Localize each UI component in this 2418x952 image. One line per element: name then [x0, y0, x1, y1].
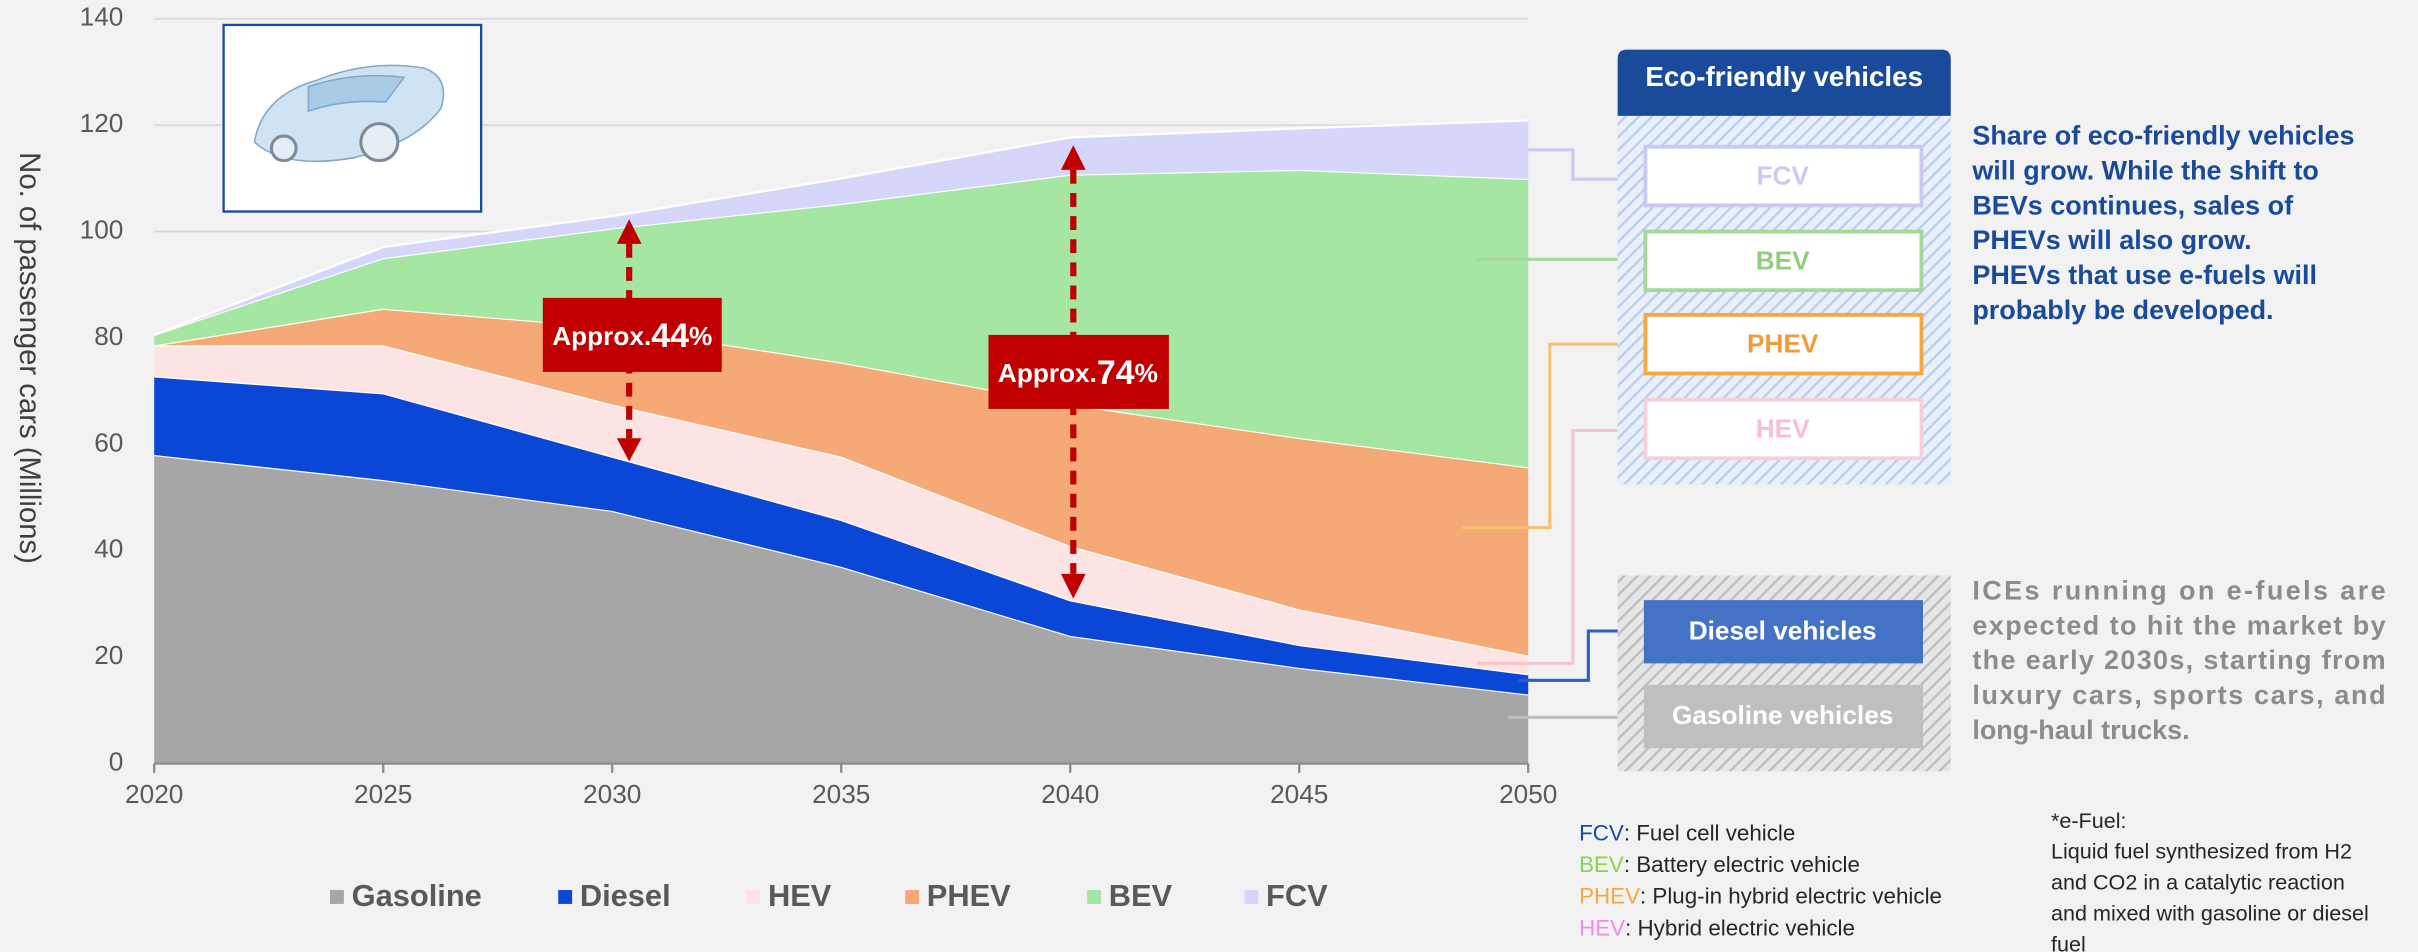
- legend-box-label: FCV: [1756, 161, 1809, 191]
- legend-swatch: [1087, 890, 1102, 904]
- ice-note: expected to hit the market by: [1972, 610, 2385, 640]
- footnote: and CO2 in a catalytic reaction: [2051, 870, 2345, 895]
- legend-box-label: HEV: [1756, 413, 1810, 443]
- y-tick-label: 60: [94, 427, 123, 457]
- y-tick-label: 40: [94, 534, 123, 564]
- annotation: Approx.44%: [552, 317, 712, 355]
- x-tick-label: 2035: [812, 779, 870, 809]
- eco-note: will grow. While the shift to: [1971, 155, 2319, 185]
- legend-label: Diesel: [580, 878, 671, 913]
- legend-box: [1643, 684, 1923, 749]
- ice-note: the early 2030s, starting from: [1972, 645, 2385, 675]
- legend-label: PHEV: [927, 878, 1011, 913]
- definition-text: : Fuel cell vehicle: [1624, 820, 1796, 845]
- legend-box: [1643, 397, 1924, 461]
- annotation-number: 44: [651, 317, 689, 355]
- x-tick-label: 2025: [354, 779, 412, 809]
- legend-swatch: [1244, 890, 1259, 904]
- x-tick-label: 2040: [1041, 779, 1099, 809]
- y-tick-label: 20: [94, 640, 123, 670]
- annotation-number: 74: [1097, 354, 1135, 392]
- x-tick-label: 2030: [583, 779, 641, 809]
- eco-title: Eco-friendly vehicles: [1645, 61, 1923, 92]
- annotation-box: [542, 297, 722, 372]
- annotation-prefix: Approx.: [552, 321, 651, 351]
- eco-note: PHEVs that use e-fuels will: [1972, 260, 2317, 290]
- area: [154, 120, 1529, 335]
- legend-box: [1643, 229, 1924, 293]
- definition-text: : Battery electric vehicle: [1624, 852, 1860, 877]
- legend-swatch: [746, 890, 761, 904]
- ice-note: luxury cars, sports cars, and: [1972, 680, 2385, 710]
- legend-label: FCV: [1266, 878, 1328, 913]
- definition-text: : Hybrid electric vehicle: [1625, 915, 1855, 940]
- area: [154, 455, 1529, 764]
- annotation-suffix: %: [689, 321, 712, 351]
- eco-note: Share of eco-friendly vehicles: [1972, 121, 2354, 151]
- definition: PHEV: Plug-in hybrid electric vehicle: [1579, 884, 1942, 909]
- definition: FCV: Fuel cell vehicle: [1579, 820, 1795, 845]
- ice-note: ICEs running on e-fuels are: [1972, 576, 2385, 606]
- annotation-prefix: Approx.: [998, 358, 1097, 388]
- definition-term: HEV: [1579, 915, 1625, 940]
- legend-label: BEV: [1109, 878, 1173, 913]
- eco-note: probably be developed.: [1972, 295, 2273, 325]
- ice-note: long-haul trucks.: [1972, 715, 2189, 745]
- arrow-heads: [616, 145, 1086, 599]
- text-group: Share of eco-friendly vehicles will grow.…: [1579, 121, 2386, 952]
- car-image: [222, 23, 483, 213]
- y-tick-label: 80: [94, 321, 123, 351]
- y-axis-label: No. of passenger cars (Millions): [13, 152, 46, 564]
- definition-term: BEV: [1579, 852, 1624, 877]
- footnote: *e-Fuel:: [2051, 808, 2127, 833]
- footnote: Liquid fuel synthesized from H2: [2051, 839, 2352, 864]
- definition-term: FCV: [1579, 820, 1624, 845]
- eco-note: PHEVs will also grow.: [1972, 225, 2251, 255]
- area-edge: [153, 119, 1529, 336]
- legend-label: Gasoline: [352, 878, 482, 913]
- definition-text: : Plug-in hybrid electric vehicle: [1640, 884, 1942, 909]
- area: [154, 308, 1529, 656]
- definition: HEV: Hybrid electric vehicle: [1579, 915, 1855, 940]
- y-tick-label: 0: [109, 747, 124, 777]
- legend-box-label: BEV: [1756, 245, 1810, 275]
- box-group: FCV BEV PHEV HEV Diesel vehicles Gasoline veh…: [1643, 144, 1924, 749]
- annotation-suffix: %: [1135, 358, 1158, 388]
- legend-box-label: Diesel vehicles: [1689, 615, 1877, 645]
- legend-box: [1643, 600, 1923, 664]
- legend-label: HEV: [768, 878, 832, 913]
- area: [154, 345, 1529, 675]
- legend-box: [1643, 144, 1924, 208]
- x-tick-label: 2020: [125, 779, 183, 809]
- y-tick-label: 100: [80, 215, 124, 245]
- legend-box: [1643, 312, 1924, 376]
- connectors: [1461, 148, 1646, 719]
- area: [154, 376, 1529, 695]
- eco-header: [1617, 49, 1951, 116]
- annotation-box: [988, 334, 1169, 409]
- legend-swatch: [558, 890, 573, 904]
- definition: BEV: Battery electric vehicle: [1579, 852, 1860, 877]
- legend-box-label: PHEV: [1747, 329, 1819, 359]
- eco-note: BEVs continues, sales of: [1972, 190, 2294, 220]
- y-tick-label: 120: [80, 108, 124, 138]
- y-tick-label: 140: [80, 2, 124, 32]
- x-tick-label: 2050: [1499, 779, 1557, 809]
- footnote: and mixed with gasoline or diesel: [2051, 900, 2369, 925]
- legend-box-label: Gasoline vehicles: [1672, 700, 1893, 730]
- footnote: fuel: [2051, 931, 2086, 952]
- annotation: Approx.74%: [998, 354, 1158, 392]
- legend-swatch: [330, 890, 344, 904]
- definition-term: PHEV: [1579, 884, 1640, 909]
- legend-swatch: [905, 890, 920, 904]
- x-tick-label: 2045: [1270, 779, 1328, 809]
